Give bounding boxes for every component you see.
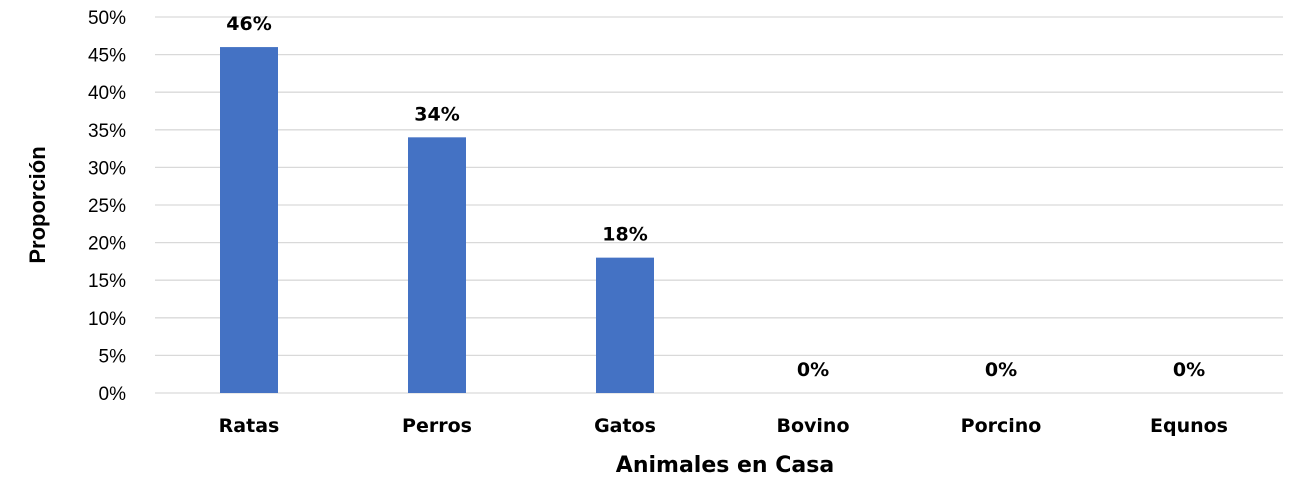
y-tick-label: 30% xyxy=(88,158,126,179)
data-label: 34% xyxy=(414,103,459,125)
category-label: Porcino xyxy=(961,415,1042,437)
data-label: 46% xyxy=(226,13,271,35)
y-tick-label: 45% xyxy=(88,46,126,67)
bars xyxy=(220,47,654,394)
y-tick-label: 10% xyxy=(88,309,126,330)
x-axis-title: Animales en Casa xyxy=(616,453,834,478)
y-axis-ticks: 0% 5% 10% 15% 20% 25% 30% 35% 40% 45% 50% xyxy=(88,8,126,405)
category-label: Gatos xyxy=(594,415,656,437)
data-label: 18% xyxy=(602,224,647,246)
y-tick-label: 15% xyxy=(88,271,126,292)
y-tick-label: 20% xyxy=(88,234,126,255)
gridlines xyxy=(155,16,1283,394)
data-label: 0% xyxy=(985,359,1017,381)
data-label: 0% xyxy=(1173,359,1205,381)
category-label: Ratas xyxy=(219,415,280,437)
category-label: Bovino xyxy=(776,415,849,437)
bar xyxy=(596,257,654,393)
data-label: 0% xyxy=(797,359,829,381)
y-tick-label: 35% xyxy=(88,121,126,142)
data-labels: 46% 34% 18% 0% 0% 0% xyxy=(226,13,1205,381)
bar xyxy=(220,47,278,394)
y-tick-label: 25% xyxy=(88,196,126,217)
y-axis-title: Proporción xyxy=(25,146,50,263)
category-label: Perros xyxy=(402,415,472,437)
y-tick-label: 5% xyxy=(99,346,127,367)
y-tick-label: 40% xyxy=(88,83,126,104)
y-tick-label: 0% xyxy=(99,384,127,405)
x-axis-categories: Ratas Perros Gatos Bovino Porcino Equnos xyxy=(219,415,1228,437)
bar xyxy=(408,137,466,393)
category-label: Equnos xyxy=(1150,415,1228,437)
y-tick-label: 50% xyxy=(88,8,126,29)
